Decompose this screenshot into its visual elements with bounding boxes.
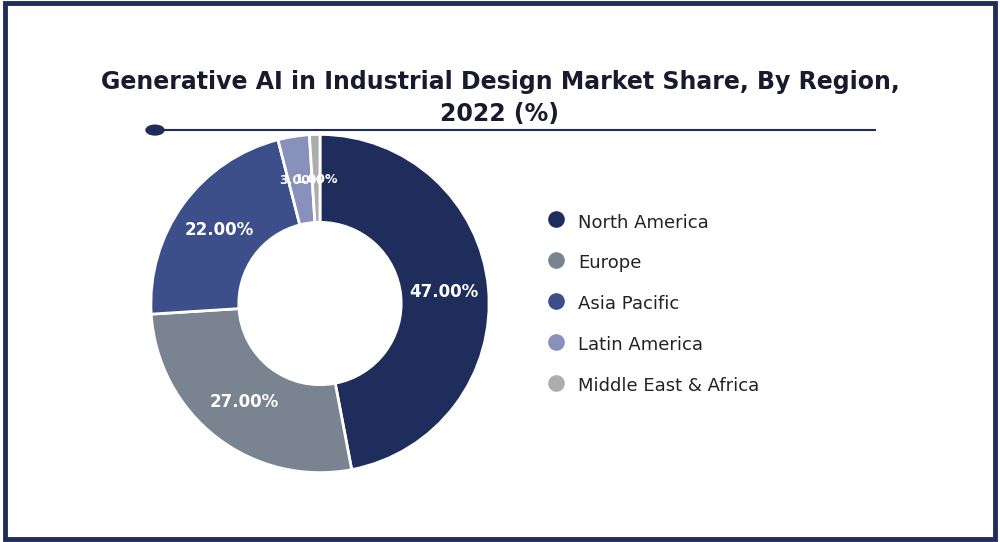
Wedge shape [151, 308, 352, 473]
Text: 47.00%: 47.00% [409, 283, 478, 301]
Text: RESEARCH: RESEARCH [35, 59, 94, 68]
Text: 27.00%: 27.00% [209, 393, 278, 411]
Wedge shape [309, 134, 320, 223]
Legend: North America, Europe, Asia Pacific, Latin America, Middle East & Africa: North America, Europe, Asia Pacific, Lat… [549, 210, 759, 397]
Text: 3.00%: 3.00% [279, 175, 322, 187]
Text: PRECEDENCE: PRECEDENCE [28, 32, 101, 42]
Wedge shape [278, 135, 315, 225]
Text: 22.00%: 22.00% [185, 222, 254, 240]
Wedge shape [151, 140, 300, 314]
Text: 1.00%: 1.00% [294, 173, 338, 186]
Text: Generative AI in Industrial Design Market Share, By Region,
2022 (%): Generative AI in Industrial Design Marke… [101, 70, 899, 126]
Wedge shape [320, 134, 489, 469]
